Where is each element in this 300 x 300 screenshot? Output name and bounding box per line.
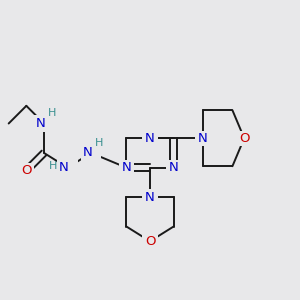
FancyBboxPatch shape [237, 130, 252, 146]
FancyBboxPatch shape [81, 144, 101, 162]
FancyBboxPatch shape [166, 160, 181, 175]
FancyBboxPatch shape [142, 130, 158, 146]
Text: O: O [145, 235, 155, 248]
Text: H: H [49, 161, 58, 171]
Text: H: H [95, 138, 103, 148]
Text: O: O [21, 164, 32, 177]
FancyBboxPatch shape [34, 115, 54, 132]
FancyBboxPatch shape [19, 163, 34, 178]
Text: O: O [239, 132, 250, 145]
Text: N: N [83, 146, 92, 159]
Text: N: N [145, 190, 155, 204]
Text: N: N [36, 117, 45, 130]
Text: N: N [145, 132, 155, 145]
FancyBboxPatch shape [195, 130, 211, 146]
Text: N: N [198, 132, 208, 145]
FancyBboxPatch shape [119, 160, 134, 175]
Text: H: H [48, 108, 56, 118]
Text: N: N [122, 161, 131, 174]
FancyBboxPatch shape [142, 190, 158, 205]
Text: N: N [59, 161, 69, 174]
FancyBboxPatch shape [142, 234, 158, 249]
Text: N: N [169, 161, 178, 174]
FancyBboxPatch shape [57, 159, 78, 176]
